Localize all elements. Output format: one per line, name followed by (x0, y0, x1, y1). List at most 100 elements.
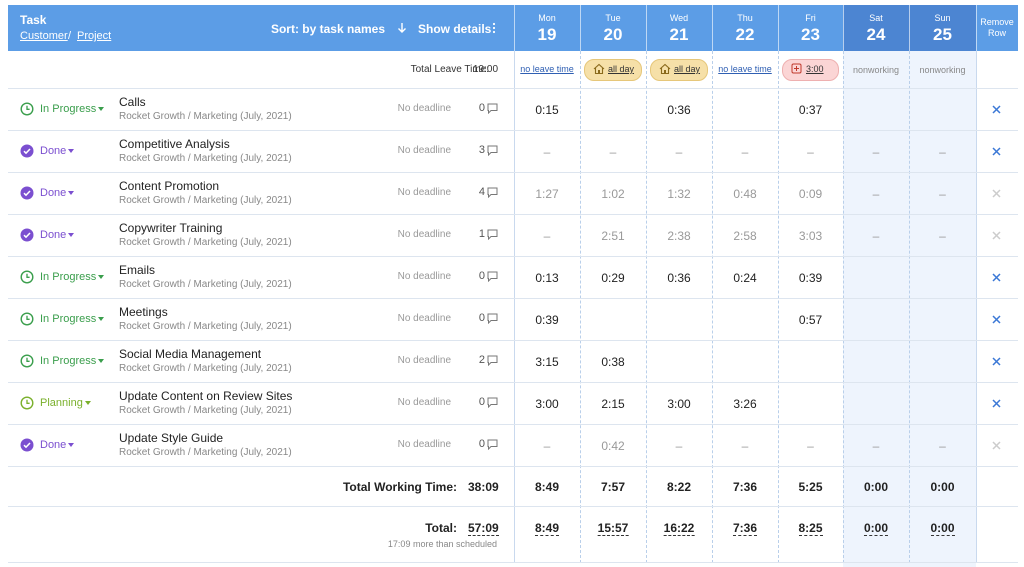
sort-button[interactable]: Sort: by task names (270, 22, 385, 36)
working-day-total: 0:00 (930, 480, 955, 494)
time-cell[interactable]: 3:15 (535, 355, 559, 369)
row-divider (8, 256, 1018, 257)
comment-count[interactable]: 0 (478, 312, 485, 324)
comment-count[interactable]: 0 (478, 438, 485, 450)
time-cell[interactable]: – (939, 187, 946, 201)
comment-count[interactable]: 0 (478, 102, 485, 114)
time-cell[interactable]: – (609, 145, 617, 159)
time-cell[interactable]: 0:24 (733, 271, 757, 285)
time-cell[interactable]: 0:39 (535, 313, 559, 327)
time-cell[interactable]: 2:58 (733, 229, 757, 243)
time-cell[interactable]: – (939, 229, 946, 243)
time-cell[interactable]: – (939, 439, 946, 453)
project-link[interactable]: Project (77, 30, 112, 42)
time-cell[interactable]: – (939, 145, 946, 159)
time-cell[interactable]: 0:42 (601, 439, 625, 453)
column-divider (712, 51, 713, 563)
remove-button[interactable] (992, 315, 1001, 324)
time-cell[interactable]: 2:51 (601, 229, 625, 243)
time-cell[interactable]: 0:09 (798, 187, 823, 201)
customer-link[interactable]: Customer (20, 30, 68, 42)
comment-count[interactable]: 0 (478, 396, 485, 408)
status-dropdown[interactable]: Done (40, 439, 67, 451)
time-cell[interactable]: 3:03 (798, 229, 823, 243)
leave-link[interactable]: no leave time (520, 64, 574, 74)
status-dropdown[interactable]: Done (40, 145, 67, 157)
time-cell[interactable]: – (872, 439, 880, 453)
time-cell[interactable]: 0:39 (798, 271, 823, 285)
time-cell[interactable]: 3:00 (535, 397, 559, 411)
total-value[interactable]: 57:09 (468, 521, 499, 536)
comment-count[interactable]: 0 (478, 270, 485, 282)
comment-count[interactable]: 3 (478, 144, 485, 156)
time-cell[interactable]: – (741, 439, 749, 453)
remove-button[interactable] (992, 231, 1001, 240)
remove-button[interactable] (992, 441, 1001, 450)
row-divider (8, 382, 1018, 383)
time-cell[interactable]: 3:00 (667, 397, 691, 411)
comment-count[interactable]: 4 (478, 186, 485, 198)
time-cell[interactable]: 0:13 (535, 271, 559, 285)
time-cell[interactable]: 1:32 (667, 187, 691, 201)
time-cell[interactable]: 0:29 (601, 271, 625, 285)
remove-button[interactable] (992, 147, 1001, 156)
status-dropdown[interactable]: Done (40, 187, 67, 199)
remove-button[interactable] (992, 189, 1001, 198)
total-day[interactable]: 15:57 (597, 521, 629, 536)
deadline: No deadline (397, 397, 451, 408)
status-dropdown[interactable]: In Progress (40, 355, 97, 367)
time-cell[interactable]: – (872, 187, 880, 201)
time-cell[interactable]: 0:15 (535, 103, 559, 117)
remove-button[interactable] (992, 399, 1001, 408)
remove-button[interactable] (992, 105, 1001, 114)
time-cell[interactable]: – (807, 439, 814, 453)
remove-button[interactable] (992, 273, 1001, 282)
time-cell[interactable]: 0:57 (798, 313, 823, 327)
status-dropdown[interactable]: Planning (40, 397, 83, 409)
time-cell[interactable]: – (543, 229, 551, 243)
time-cell[interactable]: – (675, 145, 683, 159)
time-cell[interactable]: – (807, 145, 814, 159)
total-day[interactable]: 0:00 (930, 521, 955, 536)
show-details[interactable]: Show details (418, 22, 492, 36)
time-cell[interactable]: 1:27 (535, 187, 559, 201)
time-cell[interactable]: 0:36 (667, 103, 691, 117)
sort-arrow (398, 23, 406, 33)
time-cell[interactable]: 1:02 (601, 187, 625, 201)
total-note: 17:09 more than scheduled (387, 539, 497, 549)
time-cell[interactable]: – (872, 229, 880, 243)
total-day[interactable]: 8:25 (798, 521, 823, 536)
status-dropdown[interactable]: In Progress (40, 103, 97, 115)
comment-count[interactable]: 1 (478, 228, 485, 240)
status-dropdown[interactable]: In Progress (40, 313, 97, 325)
status-dropdown[interactable]: Done (40, 229, 67, 241)
column-divider (712, 5, 713, 51)
time-cell[interactable]: 2:15 (601, 397, 625, 411)
leave-icon (659, 63, 671, 75)
time-cell[interactable]: – (741, 145, 749, 159)
total-day[interactable]: 8:49 (534, 521, 560, 536)
time-cell[interactable]: 3:26 (733, 397, 757, 411)
nonworking-label: nonworking (919, 65, 966, 75)
total-day[interactable]: 16:22 (663, 521, 695, 536)
time-cell[interactable]: 0:38 (601, 355, 625, 369)
remove-button[interactable] (992, 357, 1001, 366)
time-cell[interactable]: 0:37 (798, 103, 823, 117)
time-cell[interactable]: – (543, 439, 551, 453)
task-header: Task (20, 13, 47, 27)
time-cell[interactable]: 0:48 (733, 187, 757, 201)
weekend-column (909, 51, 976, 567)
status-dropdown[interactable]: In Progress (40, 271, 97, 283)
time-cell[interactable]: – (872, 145, 880, 159)
time-cell[interactable]: 0:36 (667, 271, 691, 285)
task-project: Rocket Growth / Marketing (July, 2021) (119, 321, 292, 332)
comment-count[interactable]: 2 (478, 354, 485, 366)
total-day[interactable]: 0:00 (863, 521, 889, 536)
day-date: 22 (735, 25, 755, 44)
status-icon (20, 312, 34, 326)
leave-link[interactable]: no leave time (718, 64, 772, 74)
time-cell[interactable]: – (675, 439, 683, 453)
time-cell[interactable]: 2:38 (667, 229, 691, 243)
time-cell[interactable]: – (543, 145, 551, 159)
total-day[interactable]: 7:36 (732, 521, 758, 536)
